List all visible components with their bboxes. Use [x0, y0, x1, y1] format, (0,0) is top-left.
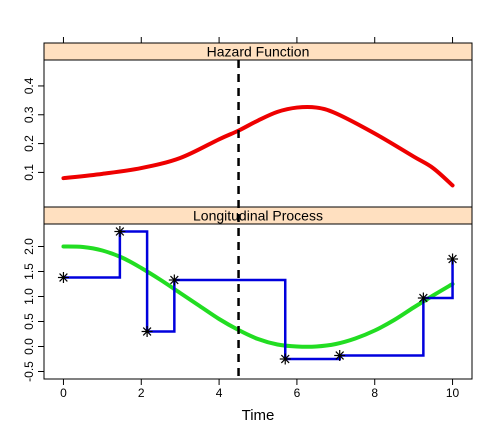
data-point-marker [334, 350, 346, 361]
y-tick-label: 1.5 [22, 263, 36, 280]
hazard-function-panel: Hazard Function 0.1 0.2 0.3 0.4 [22, 42, 473, 208]
marker-stroke [115, 227, 125, 236]
data-point-marker [279, 353, 291, 365]
y-tick-label: 0.4 [22, 77, 36, 94]
marker-stroke [170, 275, 179, 285]
series-line [61, 104, 455, 188]
series-line [61, 244, 455, 349]
y-tick-label: 0.2 [22, 135, 36, 152]
y-tick-label: 0.0 [22, 338, 36, 355]
panel-title: Longitudinal Process [193, 208, 323, 224]
panel-frame [43, 59, 473, 208]
y-tick-label: -0.5 [22, 361, 36, 382]
x-tick-label: 0 [60, 386, 67, 400]
x-axis-label: Time [242, 407, 275, 424]
marker-stroke [448, 254, 457, 264]
marker-stroke [335, 351, 345, 360]
y-tick-label: 0.1 [22, 164, 36, 181]
x-tick-label: 10 [446, 386, 460, 400]
y-tick-label: 2.0 [22, 238, 36, 255]
longitudinal-process-panel: Longitudinal Process -0.5 0.0 0.5 1.0 1.5 2.0 [22, 206, 473, 382]
panel-frame [43, 223, 473, 380]
y-tick-label: 0.3 [22, 106, 36, 123]
x-tick-label: 2 [138, 386, 145, 400]
data-point-marker [447, 253, 459, 265]
x-tick-label: 8 [371, 386, 378, 400]
y-tick-label: 0.5 [22, 313, 36, 330]
step-line [63, 230, 454, 361]
marker-stroke [280, 354, 290, 364]
x-axis: 0 2 4 6 8 10 [60, 37, 460, 400]
data-point-marker [57, 272, 69, 283]
x-tick-label: 6 [294, 386, 301, 400]
marker-stroke [419, 293, 428, 303]
x-tick-label: 4 [216, 386, 223, 400]
marker-stroke [59, 273, 68, 282]
data-point-marker [168, 274, 180, 286]
y-tick-label: 1.0 [22, 288, 36, 305]
marker-stroke [142, 327, 152, 336]
data-point-marker [417, 292, 429, 304]
data-point-marker [114, 226, 126, 237]
panel-title: Hazard Function [207, 44, 310, 60]
data-point-marker [141, 326, 153, 337]
